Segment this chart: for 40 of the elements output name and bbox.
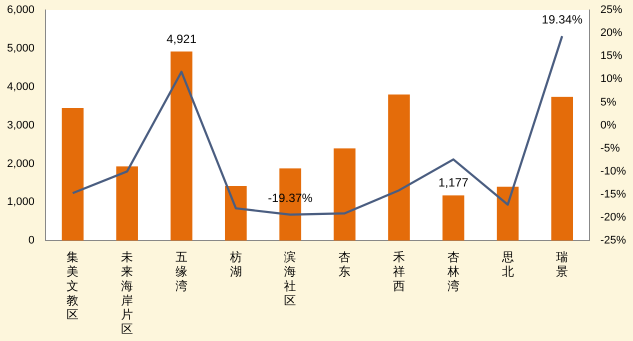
- y2-tick-label: 10%: [600, 73, 623, 86]
- x-tick-label: 思北: [500, 250, 514, 279]
- y2-tick-label: -10%: [600, 165, 626, 178]
- y-tick-label: 1,000: [6, 196, 35, 208]
- bar: [62, 108, 84, 241]
- y-tick-label: 3,000: [6, 119, 35, 132]
- y-tick-label: 5,000: [6, 42, 35, 54]
- y-tick-label: 2,000: [6, 158, 35, 170]
- bar: [388, 94, 410, 241]
- y2-tick-label: -25%: [600, 234, 626, 247]
- y-tick-label: 6,000: [6, 4, 35, 16]
- y-tick-label: 4,000: [6, 80, 35, 93]
- x-tick-label: 枋湖: [228, 250, 242, 279]
- bar: [551, 96, 574, 241]
- x-tick-label: 未来海岸片区: [121, 250, 134, 336]
- x-tick-label: 瑞景: [556, 250, 568, 279]
- x-tick-label: 滨海社区: [284, 250, 296, 308]
- y2-tick-label: 15%: [600, 50, 623, 62]
- x-tick-label: 集美文教区: [66, 250, 79, 322]
- y2-tick-label: -5%: [600, 142, 620, 154]
- y-tick-label: 0: [28, 234, 35, 247]
- x-tick-label: 杏林湾: [446, 250, 460, 293]
- x-tick-label: 杏东: [338, 250, 351, 279]
- data-label: 1,177: [438, 176, 469, 190]
- data-label: 4,921: [166, 32, 197, 46]
- y2-tick-label: 5%: [600, 96, 616, 108]
- bar: [334, 148, 356, 241]
- y2-tick-label: -20%: [600, 212, 626, 224]
- bar: [116, 166, 138, 241]
- data-label: 19.34%: [542, 12, 583, 26]
- x-tick-label: 禾祥西: [392, 250, 405, 293]
- x-tick-label: 五缘湾: [175, 250, 188, 293]
- y2-tick-label: 0%: [600, 119, 616, 132]
- bar: [442, 195, 464, 241]
- y2-tick-label: 25%: [600, 4, 623, 16]
- bar: [224, 186, 247, 241]
- y2-tick-label: 20%: [600, 27, 623, 40]
- bar: [496, 186, 519, 241]
- bar: [170, 51, 192, 241]
- y2-tick-label: -15%: [600, 188, 626, 201]
